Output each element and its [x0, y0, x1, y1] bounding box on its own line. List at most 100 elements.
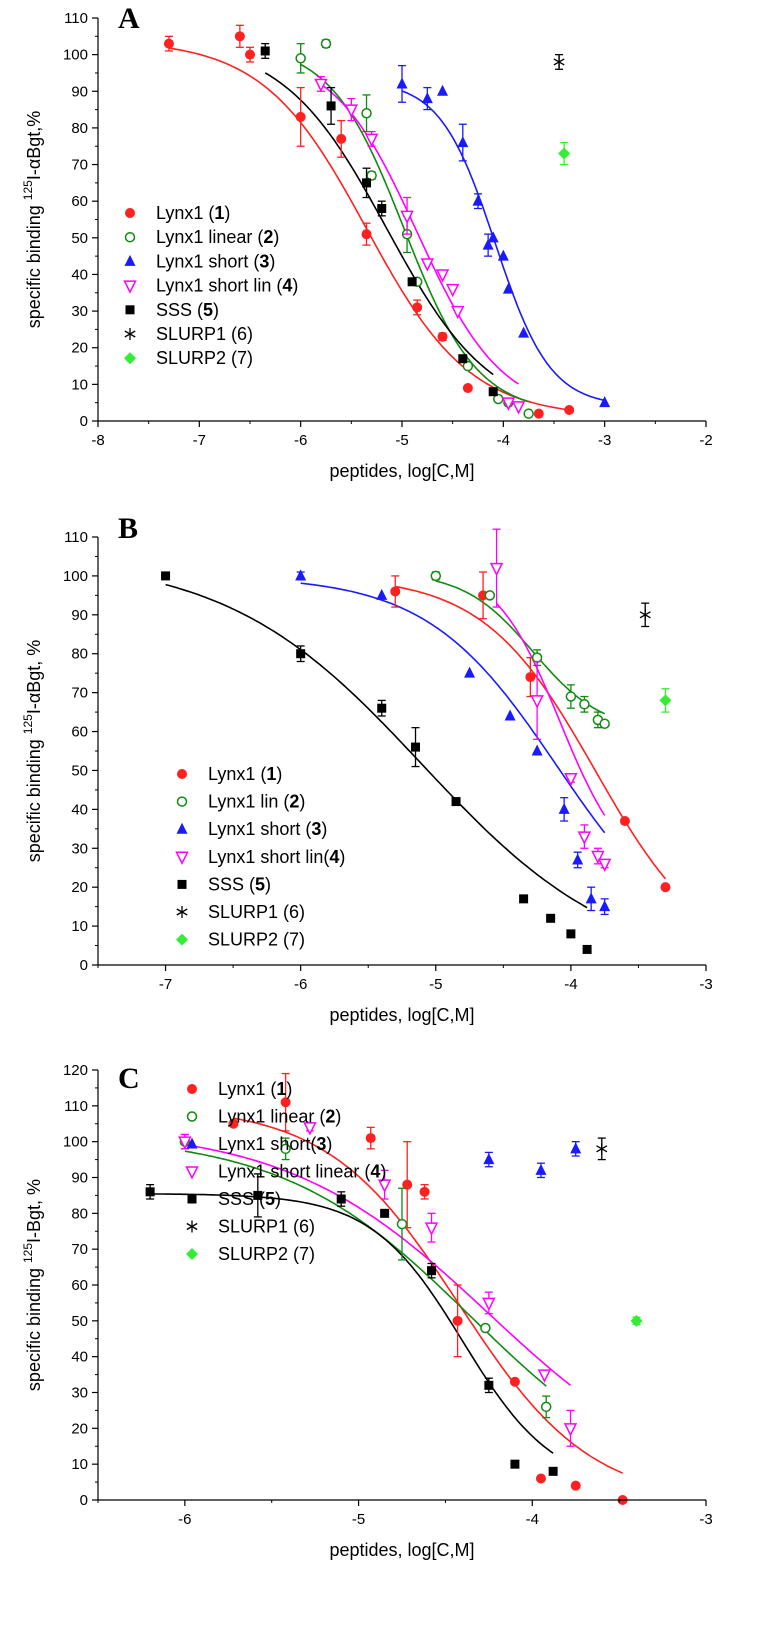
- panel-a-point-s1: [564, 405, 575, 416]
- panel-b-legend-marker-s7: [176, 933, 188, 946]
- panel-c: C -6 -5 -4 -3 0 10 20 30 40 50 60 70 80 90 100 110 120 L…: [21, 1062, 713, 1560]
- panel-a-legend-item-s7: SLURP2 (7): [124, 348, 253, 368]
- panel-c-point-s5: [380, 1208, 390, 1218]
- panel-c-legend-marker-s6: [186, 1220, 198, 1233]
- panel-c-point-s4: [424, 1222, 439, 1236]
- panel-b-y-tick-label: 40: [71, 801, 88, 818]
- panel-a-legend-label-s3: Lynx1 short (3): [156, 251, 275, 271]
- panel-c-legend-item-s1: Lynx1 (1): [187, 1079, 292, 1099]
- panel-b-x-axis-label: peptides, log[C,M]: [329, 1005, 474, 1025]
- panel-c-y-axis-label: specific binding 125I-Bgt, %: [21, 1179, 44, 1391]
- panel-a-y-tick-label: 100: [63, 47, 88, 64]
- panel-a-point-s4: [400, 210, 414, 225]
- panel-c-point-s1: [570, 1480, 581, 1491]
- panel-b-fit-curve-s5: [165, 583, 588, 909]
- panel-a-point-s4: [364, 133, 379, 148]
- panel-c-legend-label-s5: SSS (5): [218, 1189, 281, 1209]
- panel-b-point-s3: [464, 666, 476, 678]
- panel-a-point-s5: [326, 101, 336, 111]
- panel-a-point-s5: [377, 204, 387, 214]
- panel-c-y-tick-label: 50: [71, 1313, 88, 1330]
- panel-a-point-s3: [457, 136, 469, 148]
- panel-c-x-tick-label: -5: [352, 1511, 365, 1528]
- panel-c-y-tick-label: 60: [71, 1277, 88, 1294]
- panel-c-point-s4: [482, 1297, 496, 1312]
- panel-b-point-s5: [546, 913, 556, 923]
- panel-b-legend-marker-s1: [177, 769, 187, 779]
- panel-a-point-s4: [420, 258, 435, 272]
- panel-b-x-tick-label: -4: [564, 976, 577, 993]
- panel-b-point-s3: [504, 709, 516, 721]
- panel-b-legend-marker-s2: [176, 796, 188, 807]
- panel-c-y-tick-label: 40: [71, 1349, 88, 1366]
- panel-c-legend-item-s3: Lynx1 short(3): [186, 1134, 332, 1154]
- panel-c-legend-marker-s5: [187, 1194, 197, 1204]
- panel-c-label: C: [118, 1062, 140, 1095]
- panel-b-point-s5: [582, 944, 592, 954]
- panel-b-point-s1: [525, 672, 536, 683]
- panel-a-point-s7: [558, 147, 571, 160]
- panel-b-legend-label-s4: Lynx1 short lin(4): [208, 847, 345, 867]
- panel-c-point-s1: [402, 1179, 413, 1190]
- panel-c-y-tick-label: 10: [71, 1456, 88, 1473]
- panel-a-point-s3: [472, 194, 484, 206]
- panel-a-legend-marker-s2: [124, 231, 136, 243]
- panel-c-point-s1: [419, 1186, 430, 1197]
- panel-a-legend-item-s3: Lynx1 short (3): [124, 251, 275, 271]
- panel-b-point-s3: [572, 853, 584, 865]
- panel-a-x-tick-label: -3: [598, 432, 611, 449]
- panel-b-point-s3: [558, 802, 570, 814]
- panel-a-y-tick-label: 40: [71, 266, 88, 283]
- panel-b-fit-curve-s4: [496, 603, 606, 816]
- panel-c-point-s5: [145, 1187, 155, 1197]
- panel-c-legend-marker-s2: [186, 1111, 198, 1122]
- panel-a-point-s4: [501, 397, 516, 411]
- panel-b-legend-item-s5: SSS (5): [177, 874, 271, 894]
- panel-a-y-tick-label: 80: [71, 120, 88, 137]
- panel-c-y-tick-label: 120: [63, 1062, 88, 1079]
- panel-b-point-s4: [577, 831, 592, 845]
- panel-a-label: A: [118, 2, 140, 35]
- panel-b-point-s1: [619, 816, 630, 827]
- panel-c-y-tick-label: 30: [71, 1385, 88, 1402]
- panel-c-legend-marker-s4: [185, 1166, 199, 1180]
- panel-b-legend-label-s5: SSS (5): [208, 874, 271, 894]
- panel-a-legend-label-s2: Lynx1 linear (2): [156, 227, 279, 247]
- panel-a-point-s5: [488, 387, 498, 397]
- panel-a-point-s3: [599, 396, 611, 408]
- panel-c-point-s1: [452, 1315, 463, 1326]
- panel-c-point-s3: [570, 1142, 582, 1154]
- panel-b-legend-marker-s4: [175, 851, 189, 865]
- panel-c-legend-marker-s1: [187, 1084, 197, 1094]
- panel-c-y-tick-label: 100: [63, 1134, 88, 1151]
- panel-b-y-tick-label: 100: [63, 568, 88, 585]
- panel-a-fit-curve-s4: [320, 83, 519, 385]
- panel-a-legend-item-s2: Lynx1 linear (2): [124, 227, 279, 247]
- panel-a-point-s4: [344, 104, 359, 118]
- panel-a-point-s2: [523, 408, 534, 419]
- panel-c-point-s4: [178, 1136, 192, 1150]
- panel-c-point-s4: [377, 1179, 392, 1193]
- panel-a-point-s5: [362, 178, 372, 188]
- panel-b-y-axis-label: specific binding 125I-αBgt, %: [21, 640, 44, 863]
- panel-b-point-s3: [295, 569, 307, 581]
- panel-c-point-s4: [537, 1369, 552, 1383]
- panel-a-point-s5: [260, 46, 270, 56]
- panel-b-legend-label-s1: Lynx1 (1): [208, 764, 282, 784]
- panel-a-y-tick-label: 70: [71, 157, 88, 174]
- panel-a-legend-marker-s3: [124, 254, 136, 266]
- panel-a-point-s3: [497, 249, 509, 261]
- panel-a-y-tick-label: 20: [71, 340, 88, 357]
- panel-b-point-s2: [430, 570, 442, 582]
- panel-b-point-s5: [161, 571, 171, 581]
- panel-a-legend-label-s5: SSS (5): [156, 300, 219, 320]
- panel-b-point-s5: [296, 649, 306, 659]
- panel-b-legend-label-s6: SLURP1 (6): [208, 902, 305, 922]
- panel-b-legend-item-s1: Lynx1 (1): [177, 764, 282, 784]
- panel-c-x-tick-label: -4: [526, 1511, 539, 1528]
- panel-a-legend-item-s4: Lynx1 short lin (4): [123, 276, 298, 296]
- panel-a-fit-curve-s3: [401, 90, 605, 402]
- panel-a-point-s6: [553, 55, 565, 68]
- panel-b-point-s1: [660, 882, 671, 893]
